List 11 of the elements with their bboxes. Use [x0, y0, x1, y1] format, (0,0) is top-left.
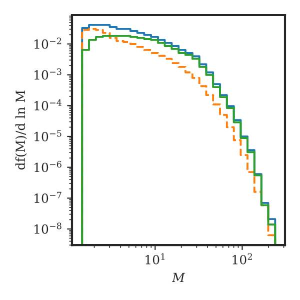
- x-axis-title: M: [172, 272, 186, 282]
- y-tick-label: 10$^{−4}$: [34, 99, 62, 110]
- y-tick-label: 10$^{−3}$: [34, 68, 62, 80]
- y-tick-label: 10$^{−6}$: [34, 160, 62, 172]
- x-tick-label: 10$^{1}$: [146, 253, 164, 264]
- x-tick-label: 10$^{2}$: [232, 253, 252, 264]
- y-axis-title: df(M)/d ln M: [15, 90, 27, 170]
- y-tick-label: 10$^{−5}$: [34, 130, 62, 142]
- y-tick-label: 10$^{−7}$: [34, 192, 62, 203]
- y-tick-label: 10$^{−8}$: [34, 222, 62, 234]
- y-tick-label: 10$^{−2}$: [34, 38, 62, 49]
